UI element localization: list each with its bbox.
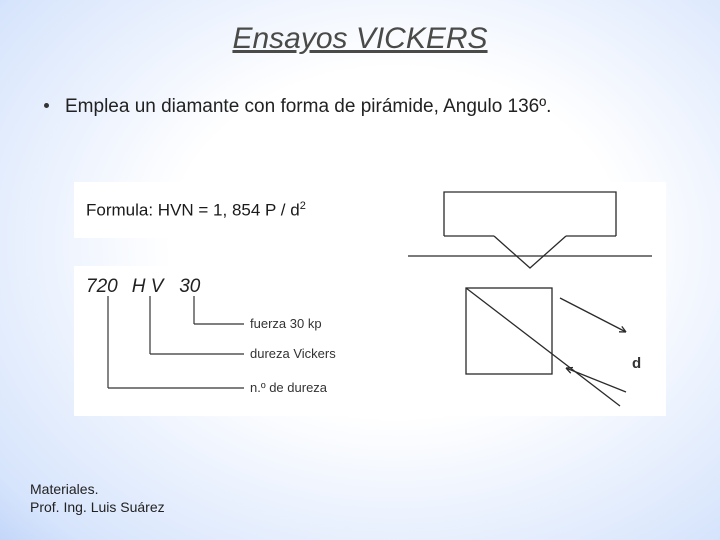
slide-footer: Materiales. Prof. Ing. Luis Suárez bbox=[30, 481, 165, 516]
notation-panel: 720H V 30 fuerza 30 kpdureza Vickersn.º … bbox=[74, 266, 352, 416]
notation-diagram: fuerza 30 kp dureza Vickers n.º de dureza bbox=[74, 266, 352, 416]
svg-text:fuerza 30 kp: fuerza 30 kp bbox=[250, 316, 322, 331]
svg-text:dureza Vickers: dureza Vickers bbox=[250, 346, 336, 361]
indenter-diagram: d bbox=[394, 182, 666, 416]
svg-text:d: d bbox=[632, 355, 641, 372]
formula-text: Formula: HVN = 1, 854 P / d2 bbox=[86, 200, 306, 221]
indenter-diagram-panel: d bbox=[394, 182, 666, 416]
footer-line-2: Prof. Ing. Luis Suárez bbox=[30, 499, 165, 517]
svg-text:n.º de dureza: n.º de dureza bbox=[250, 380, 328, 395]
bullet-item: Emplea un diamante con forma de pirámide… bbox=[44, 94, 670, 120]
formula-exponent: 2 bbox=[300, 200, 306, 212]
formula-panel: Formula: HVN = 1, 854 P / d2 bbox=[74, 182, 352, 238]
bullet-marker bbox=[44, 103, 49, 108]
formula-prefix: Formula: HVN = 1, 854 P / d bbox=[86, 200, 300, 219]
bullet-text: Emplea un diamante con forma de pirámide… bbox=[65, 94, 551, 120]
footer-line-1: Materiales. bbox=[30, 481, 165, 499]
page-title: Ensayos VICKERS bbox=[0, 0, 720, 56]
